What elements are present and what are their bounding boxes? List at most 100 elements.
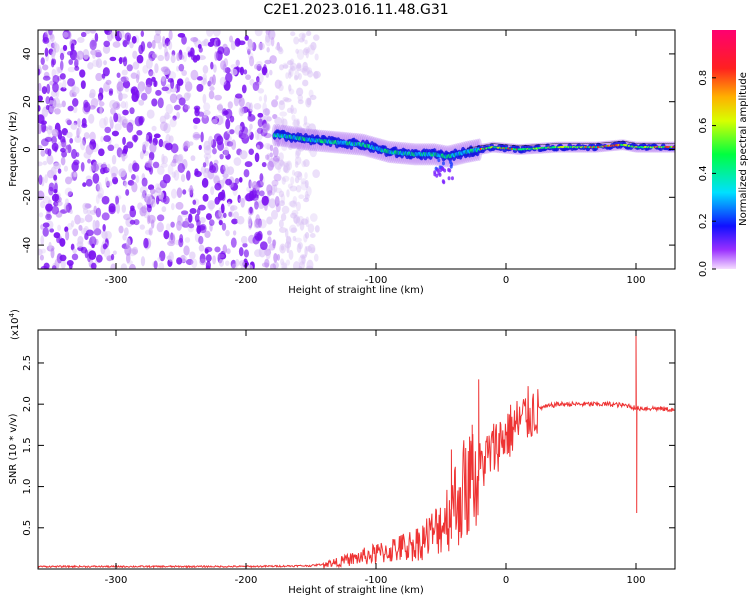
noise-dot [122,136,126,146]
noise-dot [135,175,140,183]
noise-dot [214,182,222,191]
noise-dot [288,68,292,76]
noise-dot [99,105,103,115]
noise-dot [92,219,97,231]
noise-dot [304,232,310,239]
noise-dot [73,172,77,177]
noise-dot [120,101,127,109]
noise-dot [210,186,215,196]
noise-dot [265,72,270,78]
noise-dot [286,189,290,198]
noise-dot [186,170,191,181]
noise-dot [162,155,168,164]
x-tick-label: 100 [626,275,645,286]
noise-dot [202,162,207,168]
noise-dot [198,55,206,61]
noise-dot [279,100,285,106]
noise-dot [220,203,225,214]
noise-dot [40,149,46,157]
noise-dot [289,64,294,70]
noise-dot [126,34,130,45]
noise-dot [264,59,272,65]
noise-dot [120,263,128,269]
noise-dot [241,84,247,94]
noise-dot [296,243,302,254]
noise-dot [151,53,158,59]
noise-dot [259,190,265,197]
noise-dot [139,224,146,230]
noise-dot [138,84,143,94]
noise-dot [312,169,320,179]
noise-dot [244,161,253,168]
noise-dot [177,162,185,173]
noise-dot [278,190,285,198]
noise-dot [139,185,148,194]
noise-dot [148,227,153,236]
noise-dot [209,76,214,85]
noise-dot [116,203,120,214]
noise-dot [238,247,244,257]
noise-dot [157,41,163,50]
noise-dot [165,103,174,115]
noise-dot [278,100,286,111]
signal-tail [439,168,443,173]
noise-dot [192,117,201,124]
noise-dot [169,87,178,93]
noise-dot [218,207,222,218]
noise-dot [203,102,211,111]
noise-dot [50,247,55,259]
spectrogram-xlabel: Height of straight line (km) [288,285,424,296]
noise-dot [191,258,198,269]
noise-dot [181,35,187,45]
noise-dot [264,35,273,47]
noise-dot [102,162,107,168]
noise-dot [303,115,308,126]
noise-dot [100,167,106,175]
noise-dot [296,118,300,126]
noise-dot [305,97,312,108]
noise-dot [45,96,50,105]
noise-dot [170,161,177,167]
noise-dot [294,161,299,168]
noise-dot [177,153,184,162]
noise-dot [111,31,116,39]
noise-dot [212,30,221,37]
noise-dot [199,258,207,266]
colorbar: 0.0 0.2 0.4 0.6 0.8 Normalized spectral ampl… [698,30,749,277]
x-tick-label: -200 [235,275,258,286]
noise-dot [48,186,54,196]
noise-dot [125,189,130,196]
noise-dot [147,214,156,224]
noise-dot [157,54,165,62]
noise-dot [51,193,60,202]
noise-dot [237,194,241,203]
snr-ticks: -300 -200 -100 0 100 0.5 1.0 1.5 2.0 2.5 [22,330,675,586]
noise-dot [70,220,75,228]
noise-dot [190,69,199,81]
noise-dot [283,97,292,103]
noise-dot [296,64,302,72]
noise-dot [138,115,145,124]
noise-dot [273,173,282,182]
signal-tail [447,176,451,181]
noise-dot [72,248,77,254]
noise-dot [240,197,245,208]
noise-dot [298,32,307,39]
noise-dot [229,35,234,43]
noise-dot [184,104,191,110]
noise-dot [264,258,270,269]
noise-dot [313,253,319,262]
noise-dot [169,118,177,128]
noise-dot [176,111,180,119]
noise-dot [80,80,86,89]
noise-dot [298,37,305,43]
noise-dot [98,101,105,107]
noise-dot [314,225,320,233]
noise-dot [290,140,298,150]
noise-dot [79,69,86,78]
noise-dot [309,94,317,101]
noise-dot [102,44,111,54]
noise-dot [120,93,128,99]
noise-dot [75,54,80,63]
noise-dot [247,264,253,269]
